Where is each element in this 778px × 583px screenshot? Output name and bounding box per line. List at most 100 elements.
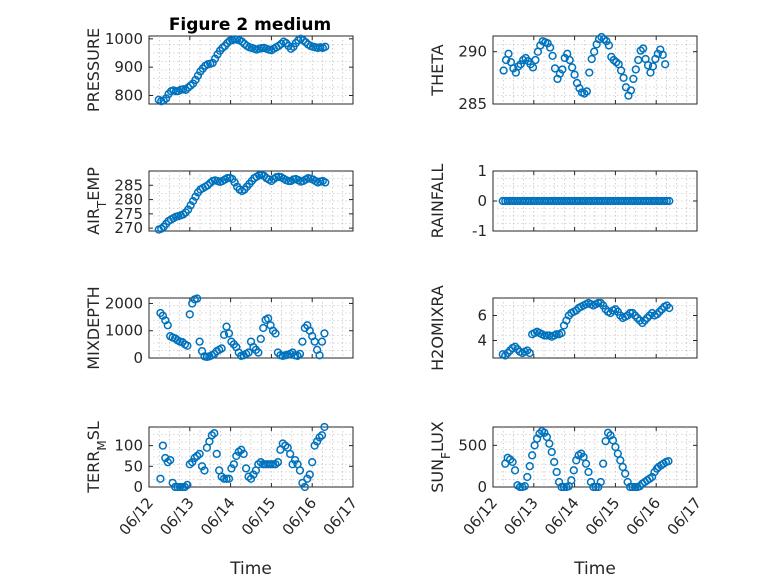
y-tick-label: 290	[458, 43, 487, 61]
data-point	[619, 73, 628, 82]
data-point	[540, 428, 549, 437]
data-point	[239, 449, 248, 459]
data-point	[504, 49, 513, 58]
y-tick-label: 0	[133, 349, 143, 367]
data-point	[655, 307, 664, 316]
data-point	[629, 74, 638, 84]
data-point	[210, 429, 219, 438]
data-point	[501, 351, 510, 360]
data-point	[308, 458, 317, 467]
data-point	[259, 323, 268, 333]
data-point	[195, 449, 204, 459]
y-tick-label: 900	[114, 58, 143, 76]
y-tick-label: 1	[477, 162, 487, 180]
data-point	[565, 55, 574, 65]
data-point	[266, 460, 275, 469]
subplot-6: 4 6 H2OMIXRA	[428, 285, 698, 371]
x-axis-label-right: Time	[573, 559, 616, 579]
data-point	[212, 449, 221, 459]
x-tick-label: 06/17	[663, 494, 705, 539]
data-point	[525, 348, 534, 358]
data-point	[268, 460, 278, 469]
data-point	[630, 311, 640, 320]
data-point	[611, 305, 620, 314]
data-markers	[499, 32, 670, 100]
data-point	[531, 55, 540, 65]
data-point	[520, 482, 529, 491]
data-markers	[154, 170, 330, 234]
data-point	[159, 96, 168, 105]
data-point	[185, 310, 194, 319]
data-point	[560, 53, 569, 63]
data-point	[181, 85, 190, 94]
y-label-rest: LUX	[428, 421, 447, 452]
data-point	[321, 42, 330, 51]
data-point	[298, 478, 307, 488]
y-tick-label: 500	[458, 436, 487, 454]
data-point	[638, 318, 647, 328]
data-point	[310, 441, 319, 450]
data-point	[156, 474, 165, 483]
data-point	[315, 351, 324, 360]
data-point	[232, 451, 241, 461]
data-markers	[156, 294, 329, 362]
data-point	[224, 474, 234, 483]
data-point	[616, 66, 626, 75]
data-point	[660, 196, 669, 206]
data-point	[570, 70, 579, 79]
data-point	[188, 299, 197, 308]
data-point	[186, 201, 195, 210]
x-tick-label: 06/15	[238, 494, 280, 539]
data-point	[300, 482, 310, 492]
data-point	[547, 447, 556, 457]
x-tick-label: 06/14	[541, 494, 583, 539]
data-point	[652, 310, 662, 319]
data-point	[163, 321, 172, 330]
data-point	[161, 453, 170, 463]
data-point	[219, 474, 229, 483]
y-tick-label: 50	[124, 457, 143, 475]
data-point	[523, 472, 532, 482]
data-point	[237, 37, 247, 46]
data-point	[587, 54, 596, 64]
data-point	[558, 65, 567, 74]
y-tick-label: 280	[114, 191, 143, 209]
data-point	[175, 482, 185, 492]
data-point	[208, 58, 217, 68]
data-point	[664, 457, 673, 466]
subplot-4: -1 0 1 RAINFALL	[428, 162, 698, 240]
data-point	[552, 330, 561, 339]
data-point	[188, 196, 198, 206]
data-point	[665, 196, 674, 206]
data-point	[548, 51, 557, 61]
data-point	[184, 205, 193, 214]
data-point	[545, 439, 554, 448]
x-tick-label: 06/12	[459, 494, 501, 539]
data-point	[499, 66, 508, 75]
data-point	[195, 337, 204, 346]
x-axis-label-left: Time	[229, 559, 272, 579]
y-tick-label: 800	[114, 87, 143, 105]
data-point	[227, 464, 236, 473]
data-point	[244, 348, 253, 357]
subplot-7: 0 50 100 06/12 06/13 06/14 06/15 06/16 06/17 TERR…	[84, 421, 361, 539]
data-point	[528, 63, 538, 72]
data-point	[635, 316, 645, 325]
data-point	[321, 178, 330, 187]
data-point	[286, 449, 295, 459]
data-point	[640, 316, 649, 325]
data-point	[535, 429, 544, 438]
data-point	[643, 61, 653, 70]
y-tick-label: 285	[458, 95, 487, 113]
data-point	[191, 75, 200, 85]
x-tick-label: 06/14	[197, 494, 239, 539]
data-point	[523, 346, 532, 355]
data-point	[599, 459, 608, 468]
data-point	[193, 71, 203, 80]
data-point	[658, 50, 667, 59]
data-point	[552, 467, 561, 477]
data-point	[557, 328, 566, 338]
y-tick-label: 270	[114, 219, 143, 237]
data-point	[509, 64, 518, 73]
